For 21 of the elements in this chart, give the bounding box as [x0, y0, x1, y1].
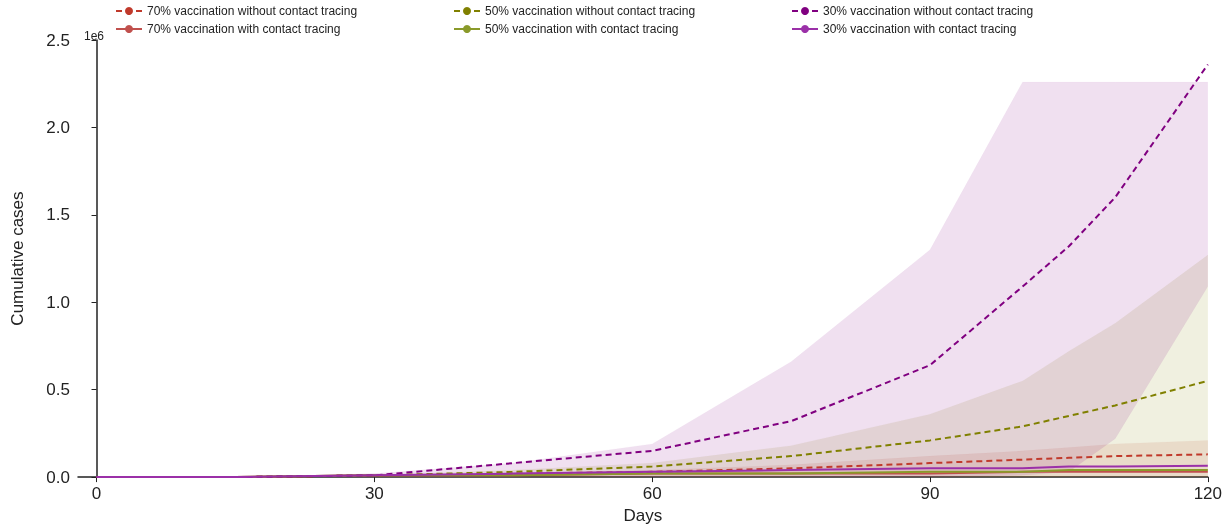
- x-tick-label: 90: [920, 484, 940, 504]
- x-axis-title: Days: [623, 506, 663, 525]
- y-tick-label: 1.0: [46, 292, 70, 312]
- x-tick-label: 0: [91, 484, 102, 504]
- y-tick-label: 2.5: [46, 30, 70, 50]
- annotation: 1e6: [84, 29, 105, 43]
- x-tick-label: 120: [1193, 484, 1223, 504]
- y-tick-label: 0.5: [46, 380, 70, 400]
- y-tick-label: 1.5: [46, 205, 70, 225]
- legend-label: 30% vaccination without contact tracing: [823, 4, 1034, 18]
- y-tick-label: 2.0: [46, 117, 70, 137]
- x-tick-label: 60: [642, 484, 662, 504]
- legend-label: 50% vaccination without contact tracing: [485, 4, 696, 18]
- legend-label: 70% vaccination with contact tracing: [147, 22, 341, 36]
- legend-label: 70% vaccination without contact tracing: [147, 4, 358, 18]
- line-series: [95, 464, 1209, 479]
- legend-label: 30% vaccination with contact tracing: [823, 22, 1017, 36]
- legend-label: 50% vaccination with contact tracing: [485, 22, 679, 36]
- x-tick-label: 30: [364, 484, 384, 504]
- y-tick-label: 0.0: [46, 467, 70, 487]
- y-axis-title: Cumulative cases: [8, 191, 27, 326]
